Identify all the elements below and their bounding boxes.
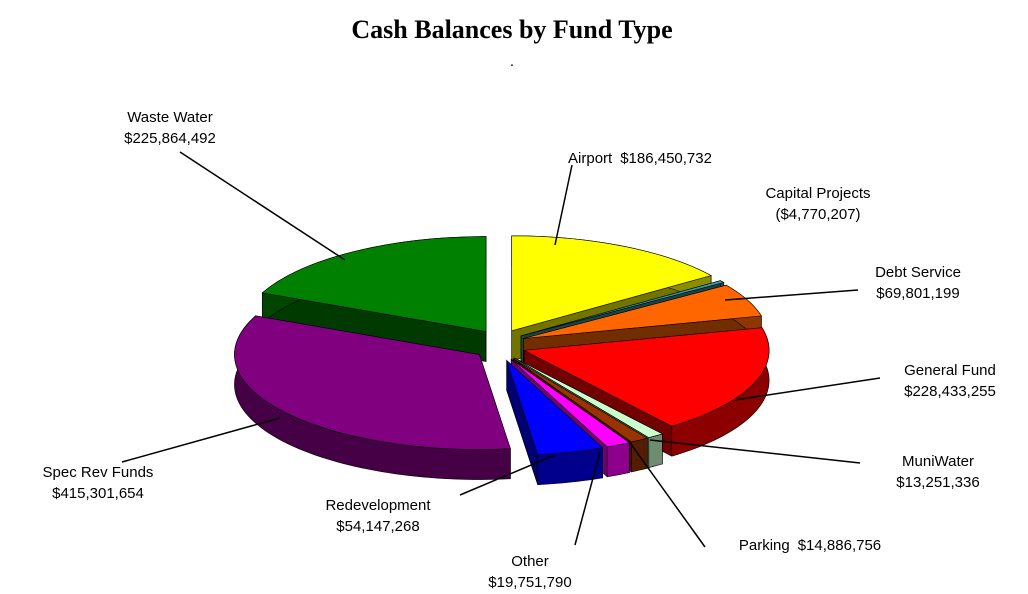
category-name: Other <box>511 553 549 570</box>
pie-slice <box>511 235 712 332</box>
leader-line <box>574 451 601 546</box>
chart-title: Cash Balances by Fund Type <box>351 15 672 44</box>
pie-slice <box>506 359 604 455</box>
pie-slice <box>513 358 649 443</box>
leader-line <box>724 289 859 301</box>
leader-line <box>554 164 573 246</box>
labels: Airport $186,450,732 Capital Projects ($4,7… <box>43 109 996 591</box>
pie-slice <box>523 327 770 427</box>
category-name: Capital Projects <box>765 185 870 202</box>
pie-slice <box>523 284 762 339</box>
value-label: $19,751,790 <box>488 574 571 591</box>
leader-line <box>649 439 861 464</box>
value-label: $415,301,654 <box>52 485 144 502</box>
category-name: Airport <box>568 150 613 167</box>
value-label: $13,251,336 <box>896 474 979 491</box>
pie-tops <box>234 235 770 455</box>
slice-depth <box>648 433 663 468</box>
pie-slice <box>234 315 511 450</box>
pie-slice <box>520 280 725 337</box>
category-name: General Fund <box>904 362 996 379</box>
category-name: Debt Service <box>875 264 961 281</box>
slice-depth <box>606 442 630 478</box>
pie-slice <box>261 236 487 332</box>
value-label: $228,433,255 <box>904 383 996 400</box>
leader-line <box>121 417 281 463</box>
value-label: ($4,770,207) <box>775 206 860 223</box>
value-label: $14,886,756 <box>798 537 881 554</box>
category-name: MuniWater <box>902 453 974 470</box>
value-label: $69,801,199 <box>876 285 959 302</box>
category-name: Waste Water <box>127 109 213 126</box>
leader-line <box>627 439 706 548</box>
value-label: $186,450,732 <box>620 150 712 167</box>
slice-label: Parking $14,886,756 <box>739 537 881 554</box>
category-name: Redevelopment <box>325 497 431 514</box>
value-label: $54,147,268 <box>336 518 419 535</box>
pie-slice <box>514 357 664 438</box>
leader-line <box>734 377 881 401</box>
category-name: Spec Rev Funds <box>43 464 154 481</box>
slice-label: Airport $186,450,732 <box>568 150 712 167</box>
category-name: Parking <box>739 537 790 554</box>
leader-line <box>459 454 556 496</box>
chart-subtitle: . <box>510 53 514 70</box>
value-label: $225,864,492 <box>124 130 216 147</box>
leader-line <box>179 151 346 261</box>
